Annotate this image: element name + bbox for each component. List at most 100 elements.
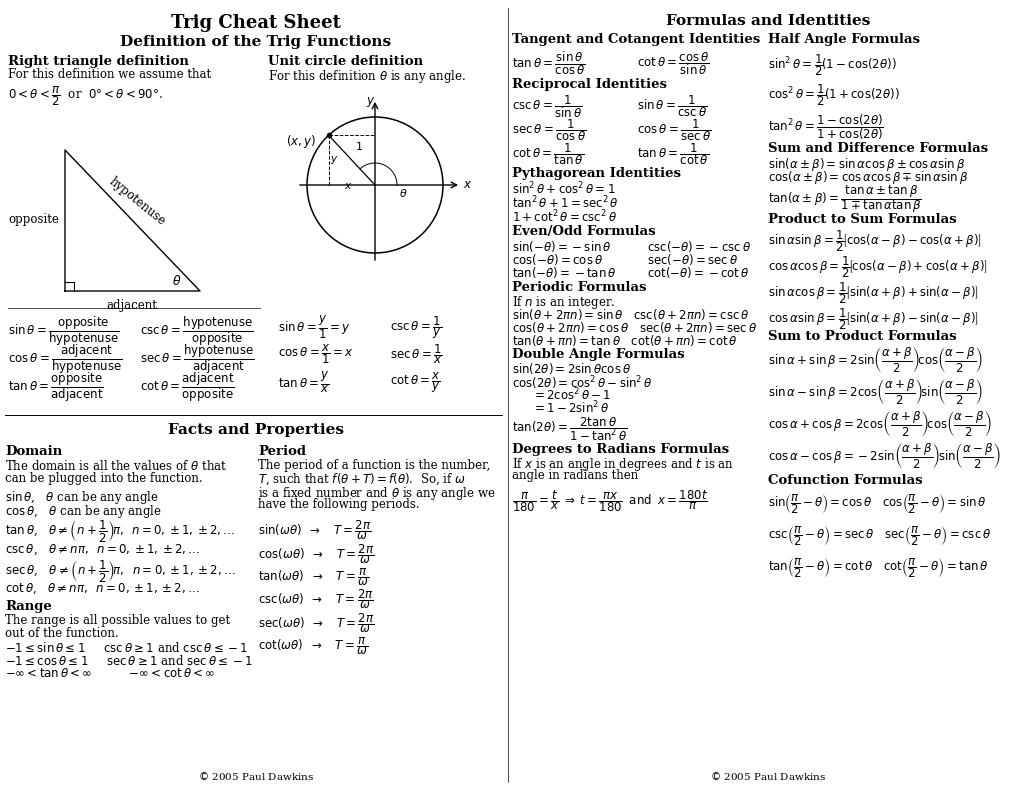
Text: have the following periods.: have the following periods.	[258, 498, 420, 511]
Text: $\cos\theta = \dfrac{1}{\sec\theta}$: $\cos\theta = \dfrac{1}{\sec\theta}$	[637, 117, 712, 142]
Text: $\tan(\theta+\pi n) = \tan\theta\quad\cot(\theta+\pi n) = \cot\theta$: $\tan(\theta+\pi n) = \tan\theta\quad\co…	[512, 333, 738, 348]
Text: Periodic Formulas: Periodic Formulas	[512, 281, 646, 294]
Text: $\sin\!\left(\dfrac{\pi}{2}-\theta\right) = \cos\theta\quad\cos\!\left(\dfrac{\p: $\sin\!\left(\dfrac{\pi}{2}-\theta\right…	[768, 492, 987, 516]
Text: $\tan^2\theta = \dfrac{1 - \cos(2\theta)}{1 + \cos(2\theta)}$: $\tan^2\theta = \dfrac{1 - \cos(2\theta)…	[768, 112, 884, 142]
Text: If $x$ is an angle in degrees and $t$ is an: If $x$ is an angle in degrees and $t$ is…	[512, 456, 734, 473]
Text: $\csc\theta = \dfrac{1}{y}$: $\csc\theta = \dfrac{1}{y}$	[390, 314, 442, 341]
Text: $\cos(\omega\theta)\;\;\to\quad T = \dfrac{2\pi}{\omega}$: $\cos(\omega\theta)\;\;\to\quad T = \dfr…	[258, 542, 375, 566]
Text: Definition of the Trig Functions: Definition of the Trig Functions	[121, 35, 391, 49]
Text: $\tan\!\left(\dfrac{\pi}{2}-\theta\right) = \cot\theta\quad\cot\!\left(\dfrac{\p: $\tan\!\left(\dfrac{\pi}{2}-\theta\right…	[768, 556, 988, 580]
Text: out of the function.: out of the function.	[5, 627, 119, 640]
Text: $\tan(\omega\theta)\;\;\to\quad T = \dfrac{\pi}{\omega}$: $\tan(\omega\theta)\;\;\to\quad T = \dfr…	[258, 566, 369, 588]
Text: $\sin(\omega\theta)\;\;\to\quad T = \dfrac{2\pi}{\omega}$: $\sin(\omega\theta)\;\;\to\quad T = \dfr…	[258, 518, 372, 542]
Text: $\sin\theta$,   $\theta$ can be any angle: $\sin\theta$, $\theta$ can be any angle	[5, 489, 159, 506]
Text: $\sin(-\theta) = -\sin\theta$: $\sin(-\theta) = -\sin\theta$	[512, 239, 611, 254]
Text: $\tan(\alpha \pm \beta) = \dfrac{\tan\alpha \pm \tan\beta}{1 \mp \tan\alpha\tan\: $\tan(\alpha \pm \beta) = \dfrac{\tan\al…	[768, 183, 922, 214]
Text: $\cos\theta$,   $\theta$ can be any angle: $\cos\theta$, $\theta$ can be any angle	[5, 503, 162, 520]
Text: Facts and Properties: Facts and Properties	[168, 423, 344, 437]
Text: $\copyright$ 2005 Paul Dawkins: $\copyright$ 2005 Paul Dawkins	[710, 770, 826, 782]
Text: $\sec\theta = \dfrac{\mathrm{hypotenuse}}{\mathrm{adjacent}}$: $\sec\theta = \dfrac{\mathrm{hypotenuse}…	[140, 342, 254, 376]
Text: $x$: $x$	[344, 181, 352, 191]
Text: $= 1 - 2\sin^2\theta$: $= 1 - 2\sin^2\theta$	[532, 400, 609, 417]
Text: Product to Sum Formulas: Product to Sum Formulas	[768, 213, 956, 226]
Text: $\sin\alpha+\sin\beta = 2\sin\!\left(\dfrac{\alpha+\beta}{2}\right)\!\cos\!\left: $\sin\alpha+\sin\beta = 2\sin\!\left(\df…	[768, 346, 983, 375]
Text: $\sin\alpha\sin\beta = \dfrac{1}{2}\!\left[\cos(\alpha-\beta) - \cos(\alpha+\bet: $\sin\alpha\sin\beta = \dfrac{1}{2}\!\le…	[768, 228, 982, 254]
Text: $\tan(2\theta) = \dfrac{2\tan\theta}{1-\tan^2\theta}$: $\tan(2\theta) = \dfrac{2\tan\theta}{1-\…	[512, 415, 628, 443]
Text: $\tan\theta = \dfrac{1}{\cot\theta}$: $\tan\theta = \dfrac{1}{\cot\theta}$	[637, 141, 710, 167]
Text: $-\infty < \tan\theta < \infty$          $-\infty < \cot\theta < \infty$: $-\infty < \tan\theta < \infty$ $-\infty…	[5, 667, 215, 680]
Text: Cofunction Formulas: Cofunction Formulas	[768, 474, 923, 487]
Text: $\cos(2\theta) = \cos^2\theta - \sin^2\theta$: $\cos(2\theta) = \cos^2\theta - \sin^2\t…	[512, 374, 652, 392]
Text: The period of a function is the number,: The period of a function is the number,	[258, 459, 490, 472]
Text: $\cot(\omega\theta)\;\;\to\quad T = \dfrac{\pi}{\omega}$: $\cot(\omega\theta)\;\;\to\quad T = \dfr…	[258, 635, 368, 657]
Text: The range is all possible values to get: The range is all possible values to get	[5, 614, 230, 627]
Text: $\tan\theta$,   $\theta \neq \left(n + \dfrac{1}{2}\right)\!\pi,\;\; n = 0, \pm : $\tan\theta$, $\theta \neq \left(n + \df…	[5, 518, 236, 544]
Text: $T$, such that $f(\theta + T) = f(\theta)$.  So, if $\omega$: $T$, such that $f(\theta + T) = f(\theta…	[258, 472, 466, 487]
Text: $\sin^2\theta = \dfrac{1}{2}\!\left(1 - \cos(2\theta)\right)$: $\sin^2\theta = \dfrac{1}{2}\!\left(1 - …	[768, 52, 897, 78]
Text: Sum to Product Formulas: Sum to Product Formulas	[768, 330, 956, 343]
Text: $\sin^2\theta + \cos^2\theta = 1$: $\sin^2\theta + \cos^2\theta = 1$	[512, 181, 615, 198]
Text: The domain is all the values of $\theta$ that: The domain is all the values of $\theta$…	[5, 459, 227, 473]
Text: $\tan\theta = \dfrac{y}{x}$: $\tan\theta = \dfrac{y}{x}$	[278, 370, 330, 395]
Text: $\tan\theta = \dfrac{\mathrm{opposite}}{\mathrm{adjacent}}$: $\tan\theta = \dfrac{\mathrm{opposite}}{…	[8, 370, 103, 403]
Text: $\cot(-\theta) = -\cot\theta$: $\cot(-\theta) = -\cot\theta$	[647, 265, 750, 280]
Text: $\sec(\omega\theta)\;\;\to\quad T = \dfrac{2\pi}{\omega}$: $\sec(\omega\theta)\;\;\to\quad T = \dfr…	[258, 611, 375, 634]
Text: If $n$ is an integer.: If $n$ is an integer.	[512, 294, 615, 311]
Text: angle in radians then: angle in radians then	[512, 469, 638, 482]
Text: $\cos\theta = \dfrac{\mathrm{adjacent}}{\mathrm{hypotenuse}}$: $\cos\theta = \dfrac{\mathrm{adjacent}}{…	[8, 342, 123, 376]
Text: $\tan\theta = \dfrac{\sin\theta}{\cos\theta}$: $\tan\theta = \dfrac{\sin\theta}{\cos\th…	[512, 50, 586, 77]
Text: $\cos\alpha+\cos\beta = 2\cos\!\left(\dfrac{\alpha+\beta}{2}\right)\!\cos\!\left: $\cos\alpha+\cos\beta = 2\cos\!\left(\df…	[768, 410, 992, 439]
Text: $\cot\theta = \dfrac{x}{y}$: $\cot\theta = \dfrac{x}{y}$	[390, 370, 441, 395]
Text: $(x, y)$: $(x, y)$	[286, 133, 316, 150]
Text: $\sin\alpha\cos\beta = \dfrac{1}{2}\!\left[\sin(\alpha+\beta) + \sin(\alpha-\bet: $\sin\alpha\cos\beta = \dfrac{1}{2}\!\le…	[768, 280, 979, 305]
Text: $\sin(2\theta) = 2\sin\theta\cos\theta$: $\sin(2\theta) = 2\sin\theta\cos\theta$	[512, 361, 631, 376]
Text: $\cos(\alpha \pm \beta) = \cos\alpha\cos\beta \mp \sin\alpha\sin\beta$: $\cos(\alpha \pm \beta) = \cos\alpha\cos…	[768, 169, 969, 186]
Text: $1 + \cot^2\theta = \csc^2\theta$: $1 + \cot^2\theta = \csc^2\theta$	[512, 209, 617, 225]
Text: $\dfrac{\pi}{180} = \dfrac{t}{x} \;\Rightarrow\; t = \dfrac{\pi x}{180} \;\;\mat: $\dfrac{\pi}{180} = \dfrac{t}{x} \;\Righ…	[512, 488, 708, 513]
Text: $\sec\theta$,   $\theta \neq \left(n + \dfrac{1}{2}\right)\!\pi,\;\; n = 0, \pm : $\sec\theta$, $\theta \neq \left(n + \df…	[5, 558, 236, 584]
Text: hypotenuse: hypotenuse	[106, 176, 168, 229]
Text: $\cos\alpha\sin\beta = \dfrac{1}{2}\!\left[\sin(\alpha+\beta) - \sin(\alpha-\bet: $\cos\alpha\sin\beta = \dfrac{1}{2}\!\le…	[768, 306, 979, 331]
Text: $\csc\theta$,   $\theta \neq n\pi,\;\; n = 0, \pm 1, \pm 2, \ldots$: $\csc\theta$, $\theta \neq n\pi,\;\; n =…	[5, 543, 200, 558]
Text: $\cot\theta$,   $\theta \neq n\pi,\;\; n = 0, \pm 1, \pm 2, \ldots$: $\cot\theta$, $\theta \neq n\pi,\;\; n =…	[5, 582, 200, 596]
Text: $\cos\theta = \dfrac{x}{1} = x$: $\cos\theta = \dfrac{x}{1} = x$	[278, 342, 353, 365]
Text: Pythagorean Identities: Pythagorean Identities	[512, 167, 681, 180]
Text: $= 2\cos^2\theta - 1$: $= 2\cos^2\theta - 1$	[532, 387, 611, 403]
Text: adjacent: adjacent	[106, 299, 158, 312]
Text: $\theta$: $\theta$	[399, 187, 408, 199]
Text: For this definition we assume that: For this definition we assume that	[8, 68, 211, 81]
Text: $-1 \leq \cos\theta \leq 1$     $\sec\theta \geq 1$ and $\sec\theta \leq -1$: $-1 \leq \cos\theta \leq 1$ $\sec\theta …	[5, 654, 253, 668]
Text: $\cos\alpha-\cos\beta = -2\sin\!\left(\dfrac{\alpha+\beta}{2}\right)\!\sin\!\lef: $\cos\alpha-\cos\beta = -2\sin\!\left(\d…	[768, 442, 1000, 471]
Text: $\sin\theta = \dfrac{\mathrm{opposite}}{\mathrm{hypotenuse}}$: $\sin\theta = \dfrac{\mathrm{opposite}}{…	[8, 314, 120, 348]
Text: Formulas and Identities: Formulas and Identities	[666, 14, 870, 28]
Text: Double Angle Formulas: Double Angle Formulas	[512, 348, 685, 361]
Text: $y$: $y$	[367, 95, 376, 109]
Text: $\csc\theta = \dfrac{\mathrm{hypotenuse}}{\mathrm{opposite}}$: $\csc\theta = \dfrac{\mathrm{hypotenuse}…	[140, 314, 254, 348]
Text: $\tan(-\theta) = -\tan\theta$: $\tan(-\theta) = -\tan\theta$	[512, 265, 616, 280]
Text: Even/Odd Formulas: Even/Odd Formulas	[512, 225, 655, 238]
Text: $\sec\theta = \dfrac{1}{x}$: $\sec\theta = \dfrac{1}{x}$	[390, 342, 442, 365]
Text: $\cos\alpha\cos\beta = \dfrac{1}{2}\!\left[\cos(\alpha-\beta) + \cos(\alpha+\bet: $\cos\alpha\cos\beta = \dfrac{1}{2}\!\le…	[768, 254, 988, 280]
Text: $\csc(\omega\theta)\;\;\to\quad T = \dfrac{2\pi}{\omega}$: $\csc(\omega\theta)\;\;\to\quad T = \dfr…	[258, 587, 374, 611]
Text: $\sin(\theta+2\pi n) = \sin\theta\quad\csc(\theta+2\pi n) = \csc\theta$: $\sin(\theta+2\pi n) = \sin\theta\quad\c…	[512, 307, 750, 322]
Text: Degrees to Radians Formulas: Degrees to Radians Formulas	[512, 443, 729, 456]
Text: Trig Cheat Sheet: Trig Cheat Sheet	[171, 14, 341, 32]
Text: $\copyright$ 2005 Paul Dawkins: $\copyright$ 2005 Paul Dawkins	[198, 770, 314, 782]
Text: $\csc(-\theta) = -\csc\theta$: $\csc(-\theta) = -\csc\theta$	[647, 239, 751, 254]
Text: opposite: opposite	[8, 214, 58, 226]
Text: Right triangle definition: Right triangle definition	[8, 55, 188, 68]
Text: $\cot\theta = \dfrac{\mathrm{adjacent}}{\mathrm{opposite}}$: $\cot\theta = \dfrac{\mathrm{adjacent}}{…	[140, 370, 234, 403]
Text: $\sin\theta = \dfrac{y}{1} = y$: $\sin\theta = \dfrac{y}{1} = y$	[278, 314, 351, 341]
Text: $1$: $1$	[355, 140, 362, 152]
Text: $\csc\!\left(\dfrac{\pi}{2}-\theta\right) = \sec\theta\quad\sec\!\left(\dfrac{\p: $\csc\!\left(\dfrac{\pi}{2}-\theta\right…	[768, 524, 991, 547]
Text: Half Angle Formulas: Half Angle Formulas	[768, 33, 920, 46]
Text: Reciprocal Identities: Reciprocal Identities	[512, 78, 667, 91]
Text: $\cot\theta = \dfrac{\cos\theta}{\sin\theta}$: $\cot\theta = \dfrac{\cos\theta}{\sin\th…	[637, 50, 710, 77]
Text: Range: Range	[5, 600, 52, 613]
Text: Tangent and Cotangent Identities: Tangent and Cotangent Identities	[512, 33, 760, 46]
Text: $\sec(-\theta) = \sec\theta$: $\sec(-\theta) = \sec\theta$	[647, 252, 738, 267]
Text: $\csc\theta = \dfrac{1}{\sin\theta}$: $\csc\theta = \dfrac{1}{\sin\theta}$	[512, 93, 583, 119]
Text: $\cos(-\theta) = \cos\theta$: $\cos(-\theta) = \cos\theta$	[512, 252, 603, 267]
Text: $\sin(\alpha \pm \beta) = \sin\alpha\cos\beta \pm \cos\alpha\sin\beta$: $\sin(\alpha \pm \beta) = \sin\alpha\cos…	[768, 156, 966, 173]
Text: Domain: Domain	[5, 445, 62, 458]
